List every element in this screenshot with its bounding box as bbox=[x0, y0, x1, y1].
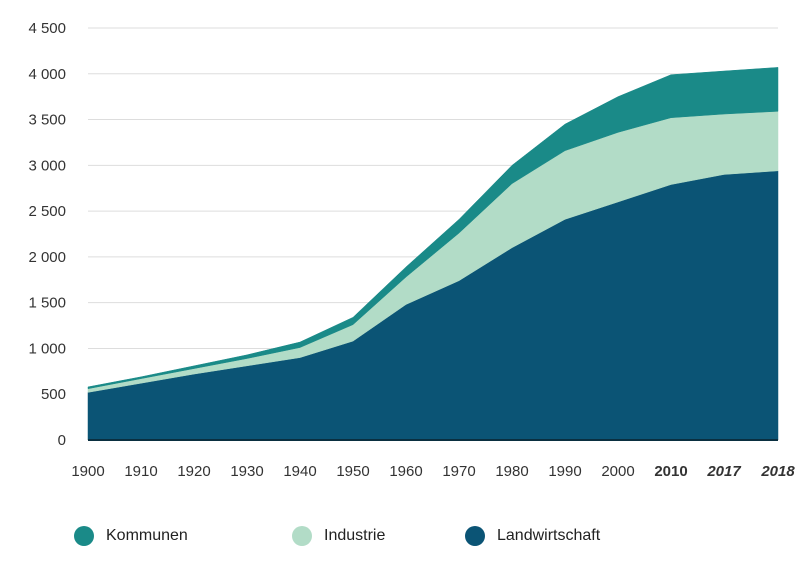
grid-lines bbox=[88, 27, 778, 395]
legend: Kommunen Industrie Landwirtschaft bbox=[0, 526, 800, 556]
legend-item-industrie: Industrie bbox=[292, 526, 385, 546]
y-tick-label: 4 500 bbox=[28, 20, 66, 37]
x-tick-label: 2010 bbox=[654, 463, 687, 480]
legend-item-kommunen: Kommunen bbox=[74, 526, 188, 546]
x-tick-label: 1980 bbox=[495, 463, 528, 480]
x-axis-ticks: 1900 1910 1920 1930 1940 1950 1960 1970 1980 1990… bbox=[71, 463, 795, 480]
y-tick-label: 2 500 bbox=[28, 203, 66, 220]
y-tick-label: 4 000 bbox=[28, 66, 66, 83]
x-tick-label: 1970 bbox=[442, 463, 475, 480]
x-tick-label: 1990 bbox=[548, 463, 581, 480]
legend-item-landwirtschaft: Landwirtschaft bbox=[465, 526, 600, 546]
x-tick-label: 2018 bbox=[760, 463, 795, 480]
x-tick-label: 1910 bbox=[124, 463, 157, 480]
stacked-area-chart: 0 500 1 000 1 500 2 000 2 500 3 000 3 500 4 000 4… bbox=[28, 20, 795, 480]
y-tick-label: 3 500 bbox=[28, 112, 66, 129]
x-tick-label: 1920 bbox=[177, 463, 210, 480]
x-tick-label: 1960 bbox=[389, 463, 422, 480]
y-tick-label: 500 bbox=[41, 386, 66, 403]
legend-swatch-landwirtschaft bbox=[465, 526, 485, 546]
x-tick-label: 2000 bbox=[601, 463, 634, 480]
legend-swatch-industrie bbox=[292, 526, 312, 546]
x-tick-label: 1940 bbox=[283, 463, 316, 480]
y-tick-label: 0 bbox=[58, 432, 66, 449]
y-axis-ticks: 0 500 1 000 1 500 2 000 2 500 3 000 3 500 4 000 4… bbox=[28, 20, 66, 449]
x-tick-label: 2017 bbox=[706, 463, 741, 480]
x-tick-label: 1950 bbox=[336, 463, 369, 480]
area-kommunen bbox=[87, 67, 779, 390]
legend-label: Landwirtschaft bbox=[497, 527, 601, 544]
area-series bbox=[87, 67, 779, 441]
legend-label: Kommunen bbox=[106, 527, 188, 544]
y-tick-label: 1 500 bbox=[28, 295, 66, 312]
x-tick-label: 1930 bbox=[230, 463, 263, 480]
y-tick-label: 3 000 bbox=[28, 157, 66, 174]
x-tick-label: 1900 bbox=[71, 463, 104, 480]
legend-swatch-kommunen bbox=[74, 526, 94, 546]
y-tick-label: 1 000 bbox=[28, 340, 66, 357]
legend-label: Industrie bbox=[324, 527, 386, 544]
y-tick-label: 2 000 bbox=[28, 249, 66, 266]
